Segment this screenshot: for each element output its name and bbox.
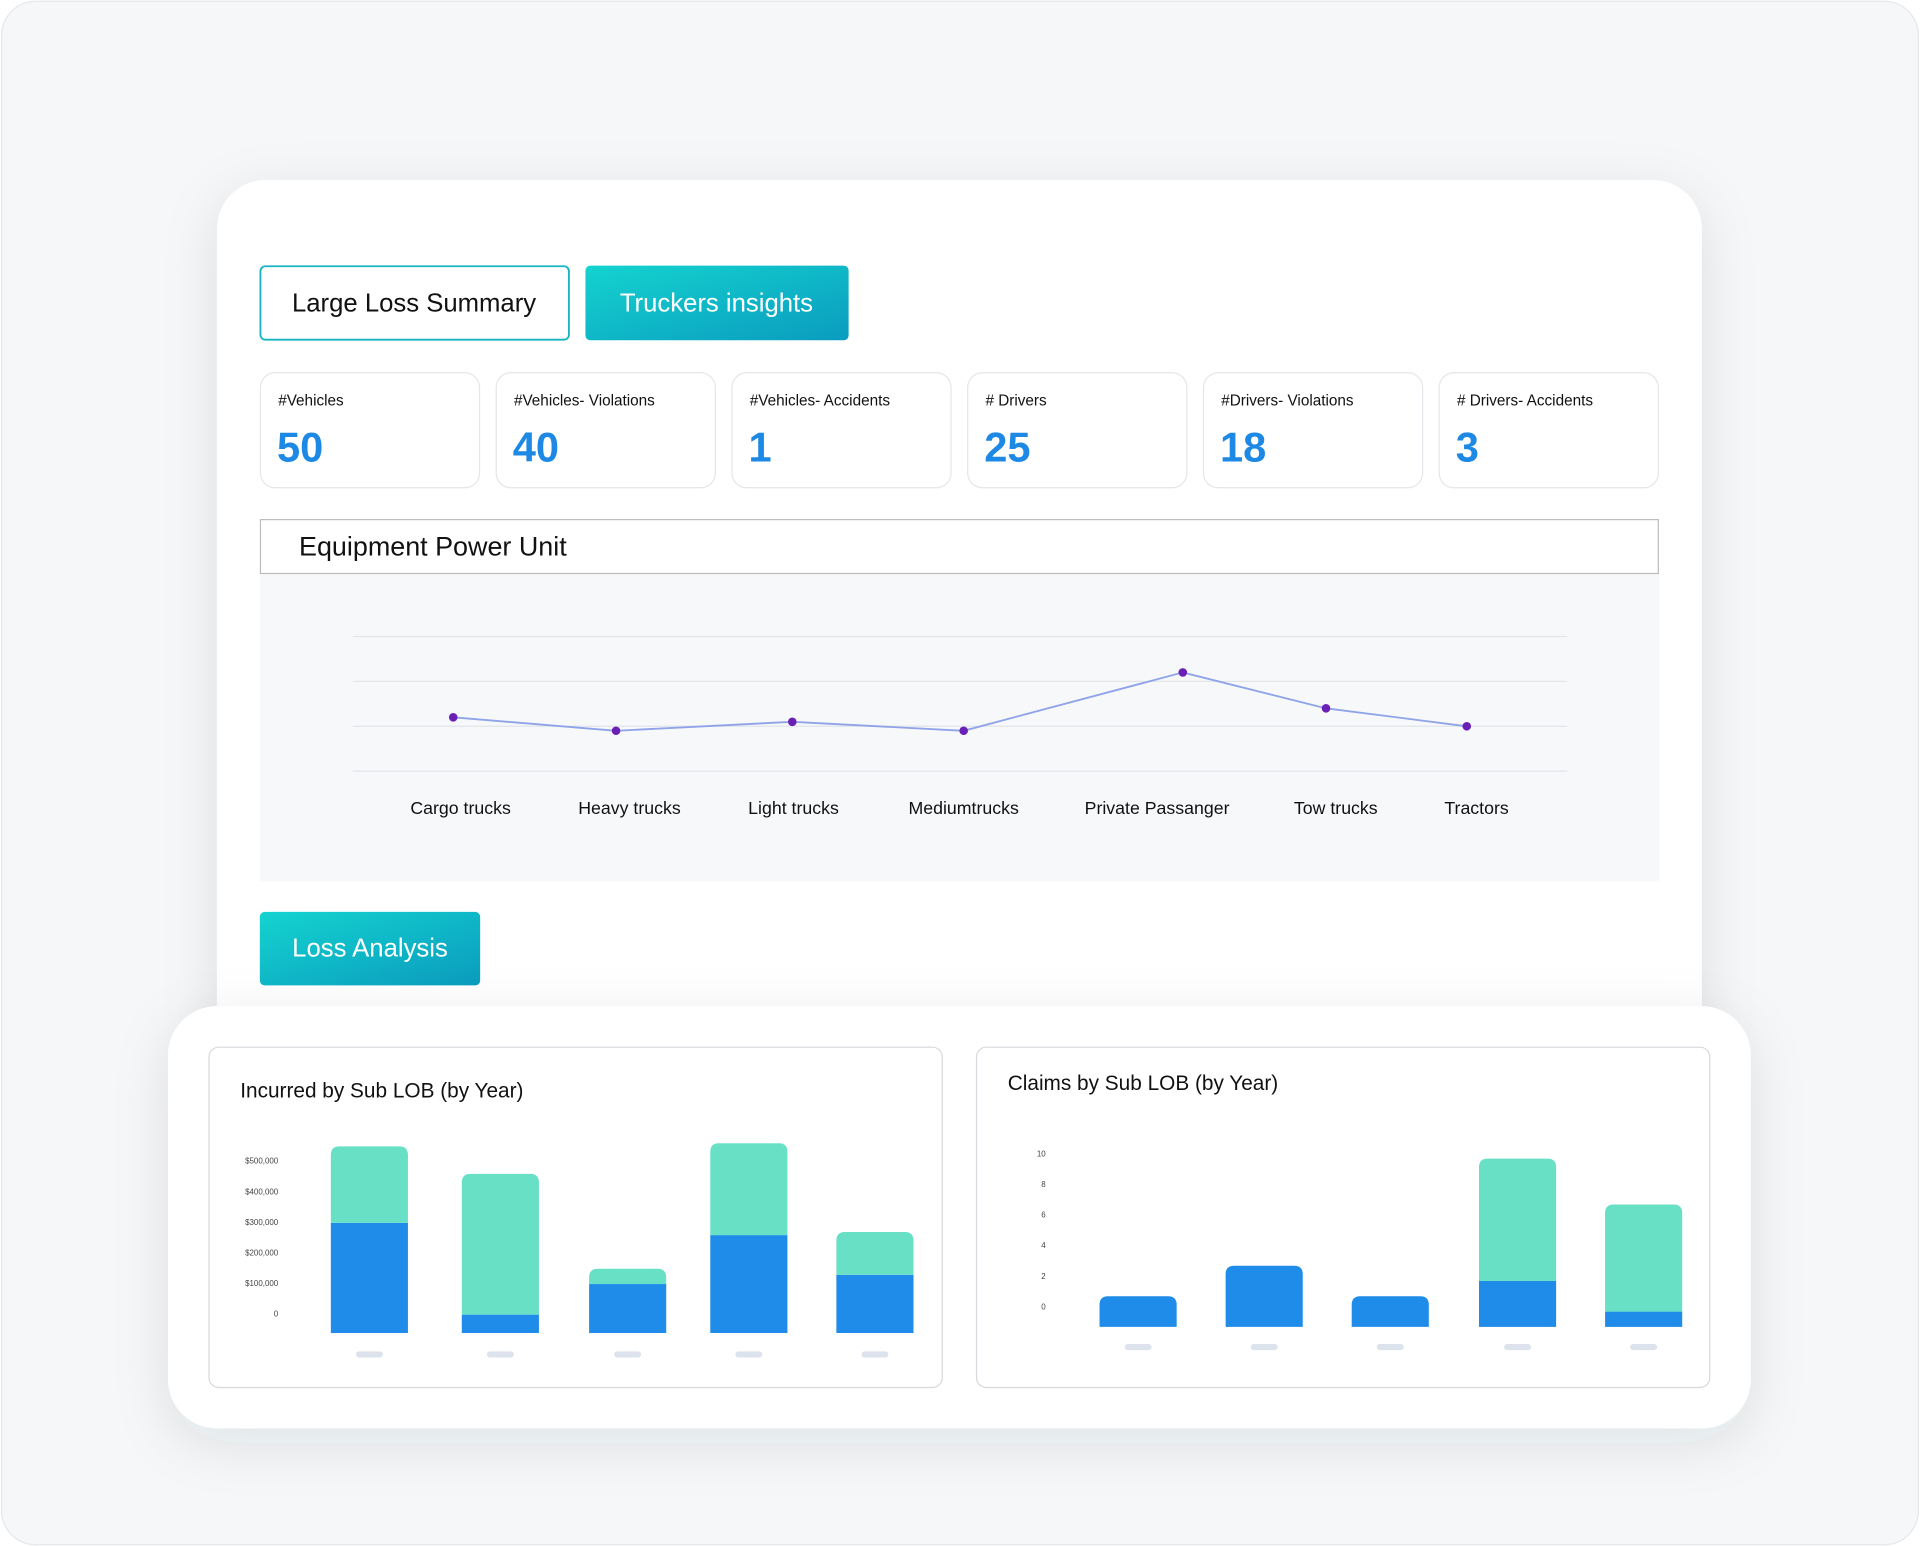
bar-chart: 0 2 4 6 8 10 xyxy=(1037,1149,1683,1351)
bar-segment xyxy=(1479,1158,1557,1281)
y-tick-label: $500,000 xyxy=(245,1157,279,1166)
bar-segment xyxy=(589,1268,667,1285)
stat-card xyxy=(1202,372,1424,489)
bar-segment xyxy=(1479,1280,1557,1327)
y-tick-label: 8 xyxy=(1041,1180,1046,1189)
point xyxy=(788,717,797,727)
x-label-placeholder xyxy=(735,1351,763,1358)
bar-segment xyxy=(1351,1296,1429,1327)
stat-value: 3 xyxy=(1456,423,1479,470)
point xyxy=(611,726,621,736)
bar-segment xyxy=(330,1146,408,1223)
bar-segment xyxy=(1225,1265,1303,1327)
line-chart: Cargo trucks Heavy trucks Light trucks Medi… xyxy=(352,635,1568,818)
y-tick-label: $100,000 xyxy=(245,1279,279,1288)
point xyxy=(448,713,458,722)
panel-header xyxy=(259,519,1659,575)
bar-segment xyxy=(836,1232,914,1275)
x-label-placeholder xyxy=(1124,1344,1152,1351)
stat-value: 50 xyxy=(277,423,323,470)
bar-segment xyxy=(330,1222,408,1334)
chart-area xyxy=(259,574,1659,882)
stat-label: # Drivers xyxy=(985,393,1047,410)
stat-label: # Drivers- Accidents xyxy=(1457,393,1593,410)
section-button-label[interactable]: Loss Analysis xyxy=(292,935,448,963)
x-label-placeholder xyxy=(1504,1344,1532,1351)
x-tick-label: Light trucks xyxy=(748,798,839,818)
stat-value: 25 xyxy=(984,423,1030,470)
stat-label: #Vehicles- Violations xyxy=(514,393,655,410)
tab[interactable] xyxy=(259,265,570,341)
stat-label: #Vehicles- Accidents xyxy=(750,393,891,410)
y-tick-label: $200,000 xyxy=(245,1249,279,1258)
x-label-placeholder xyxy=(614,1351,642,1358)
y-tick-label: 6 xyxy=(1041,1211,1046,1220)
stat-card xyxy=(259,372,481,489)
y-tick-label: 0 xyxy=(1041,1302,1046,1311)
x-tick-label: Heavy trucks xyxy=(578,798,681,818)
bar-segment xyxy=(710,1235,788,1334)
chart-title: Claims by Sub LOB (by Year) xyxy=(1008,1072,1278,1095)
tab-label[interactable]: Truckers insights xyxy=(620,290,813,318)
x-tick-label: Mediumtrucks xyxy=(908,798,1019,818)
y-tick-label: 10 xyxy=(1037,1149,1046,1158)
tab-active[interactable] xyxy=(585,265,849,341)
bar-segment xyxy=(461,1314,539,1334)
point xyxy=(1321,704,1331,713)
stat-label: #Vehicles xyxy=(278,393,344,410)
point xyxy=(959,726,968,736)
bar-segment xyxy=(710,1143,788,1236)
chart-panel xyxy=(975,1046,1711,1389)
x-tick-label: Tractors xyxy=(1444,798,1509,818)
stat-label: #Drivers- Violations xyxy=(1221,393,1354,410)
x-tick-label: Tow trucks xyxy=(1294,798,1378,818)
bar-chart: 0 $100,000 $200,000 $300,000 $400,000 $500,00… xyxy=(245,1143,914,1358)
bar-segment xyxy=(1605,1204,1683,1312)
x-tick-label: Private Passanger xyxy=(1085,798,1230,818)
bar-segment xyxy=(461,1173,539,1315)
x-label-placeholder xyxy=(486,1351,514,1358)
x-label-placeholder xyxy=(1376,1344,1404,1351)
stat-value: 1 xyxy=(748,423,771,470)
stat-row: #Vehicles 50 #Vehicles- Violations 40 #Vehic… xyxy=(259,372,1659,489)
x-label-placeholder xyxy=(1250,1344,1278,1351)
x-label-placeholder xyxy=(1630,1344,1658,1351)
tab-label[interactable]: Large Loss Summary xyxy=(292,290,536,318)
stat-card xyxy=(967,372,1188,489)
section-button[interactable] xyxy=(259,911,481,986)
stat-value: 40 xyxy=(513,423,559,470)
x-label-placeholder xyxy=(355,1351,383,1358)
bar-segment xyxy=(1099,1296,1177,1327)
x-label-placeholder xyxy=(861,1351,889,1358)
point xyxy=(1462,721,1472,731)
stat-card xyxy=(731,372,952,489)
y-tick-label: 2 xyxy=(1041,1272,1046,1281)
bar-segment xyxy=(589,1284,667,1334)
x-tick-label: Cargo trucks xyxy=(410,798,511,818)
stat-card xyxy=(1438,372,1659,489)
point xyxy=(1178,668,1188,677)
bar-segment xyxy=(1605,1311,1683,1327)
y-tick-label: $400,000 xyxy=(245,1187,279,1196)
y-tick-label: 0 xyxy=(274,1310,279,1319)
chart-title: Equipment Power Unit xyxy=(299,531,567,561)
y-tick-label: $300,000 xyxy=(245,1218,279,1227)
bar-segment xyxy=(836,1274,914,1334)
stat-value: 18 xyxy=(1220,423,1266,470)
stat-card xyxy=(495,372,716,489)
chart-title: Incurred by Sub LOB (by Year) xyxy=(240,1079,523,1102)
y-tick-label: 4 xyxy=(1041,1241,1046,1250)
